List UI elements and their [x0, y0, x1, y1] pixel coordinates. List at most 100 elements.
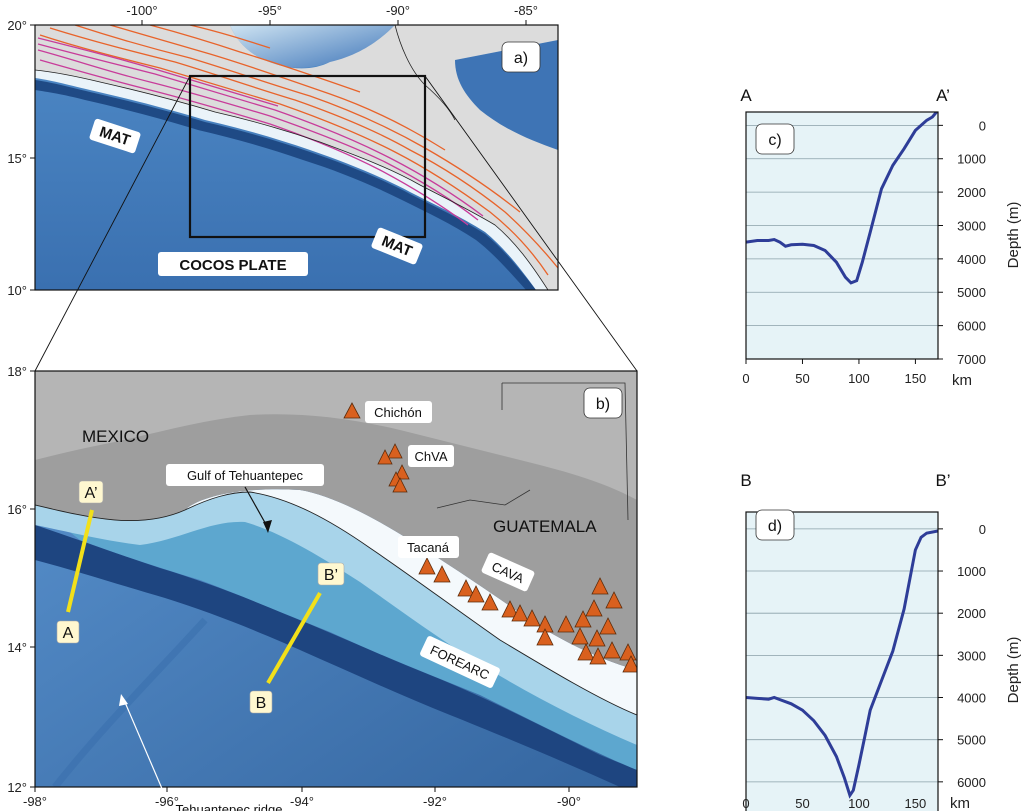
- profile-y-tick-label: 4000: [957, 252, 986, 267]
- profile-y-tick-label: 5000: [957, 285, 986, 300]
- profile-c: 0 1000 2000 3000 4000 5000 6000 7000 0 50 100 150 A…: [740, 86, 1022, 389]
- label-section-a-prime: A’: [78, 480, 104, 504]
- panel-a-mat-west-label: MAT: [89, 118, 141, 154]
- profile-y-tick-label: 2000: [957, 185, 986, 200]
- svg-text:Gulf of Tehuantepec: Gulf of Tehuantepec: [187, 468, 304, 483]
- label-chva: ChVA: [408, 445, 454, 467]
- profile-x-tick-label: 150: [905, 371, 927, 386]
- profile-y-tick-label: 3000: [957, 218, 986, 233]
- profile-y-tick-label: 7000: [957, 352, 986, 367]
- svg-text:A’: A’: [84, 485, 97, 502]
- profile-d-start-label: B: [740, 471, 751, 490]
- profile-c-tag: c): [755, 123, 795, 155]
- panel-b-x-tick: -98°: [23, 794, 47, 809]
- volcano-marker: [392, 477, 408, 493]
- label-chichon: Chichón: [365, 401, 432, 423]
- panel-b-x-tick: -96°: [155, 794, 179, 809]
- panel-b-y-tick: 12°: [7, 780, 27, 795]
- label-guatemala: GUATEMALA: [493, 517, 597, 536]
- profile-c-y-axis-label: Depth (m): [1005, 202, 1022, 269]
- svg-text:Tacaná: Tacaná: [407, 540, 450, 555]
- volcano-marker: [377, 449, 393, 465]
- svg-text:A: A: [63, 625, 74, 642]
- volcano-marker: [433, 565, 451, 583]
- volcano-marker: [591, 577, 609, 595]
- panel-a-inset-box: [188, 74, 427, 239]
- panel-a-x-tick: -85°: [514, 3, 538, 18]
- panel-a-y-tick: 10°: [7, 283, 27, 298]
- profile-y-tick-label: 6000: [957, 775, 986, 790]
- profile-d-y-axis-label: Depth (m): [1005, 637, 1022, 704]
- volcano-chichon: [343, 402, 361, 419]
- profile-y-tick-label: 2000: [957, 606, 986, 621]
- volcano-marker: [467, 585, 485, 603]
- profile-y-tick-label: 1000: [957, 152, 986, 167]
- panel-b-highlands: [35, 371, 637, 500]
- svg-text:Chichón: Chichón: [374, 405, 422, 420]
- volcano-marker: [605, 591, 623, 609]
- volcano-marker: [574, 610, 592, 628]
- profile-d-frame: [745, 511, 939, 811]
- profile-y-tick-label: 3000: [957, 648, 986, 663]
- volcano-marker: [511, 604, 529, 622]
- profile-y-tick-label: 5000: [957, 733, 986, 748]
- profile-d-end-label: B’: [935, 471, 950, 490]
- panel-b-trench: [35, 525, 637, 787]
- panel-b-axis-ticks: -98° -96° -94° -92° -90° 18° 16° 14° 12°: [7, 364, 581, 809]
- profile-x-tick-label: 100: [848, 371, 870, 386]
- profile-x-tick-label: 100: [848, 796, 870, 811]
- panel-a-y-tick: 15°: [7, 151, 27, 166]
- panel-a-map: [35, 25, 558, 290]
- panel-b-volcanoes: [343, 402, 637, 673]
- volcano-marker: [622, 655, 637, 673]
- profile-x-tick-label: 150: [905, 796, 927, 811]
- volcano-marker: [557, 615, 575, 633]
- volcano-marker: [585, 599, 603, 617]
- profile-y-tick-label: 6000: [957, 319, 986, 334]
- profile-c-x-axis-label: km: [952, 372, 972, 389]
- volcano-marker: [536, 628, 554, 646]
- svg-text:ChVA: ChVA: [415, 449, 448, 464]
- profile-c-ticks: 0 1000 2000 3000 4000 5000 6000 7000 0 50 100 150: [742, 118, 986, 386]
- profile-x-tick-label: 0: [742, 796, 749, 811]
- panel-a-tag: a): [501, 41, 541, 73]
- profile-c-end-label: A’: [936, 86, 950, 105]
- panel-a-y-tick: 20°: [7, 18, 27, 33]
- label-mexico: MEXICO: [82, 427, 149, 446]
- panel-b-arrows: [119, 486, 272, 799]
- panel-a-land: [35, 25, 558, 290]
- label-gulf: Gulf of Tehuantepec: [166, 464, 324, 486]
- panel-a-plate-label: COCOS PLATE: [158, 252, 308, 276]
- volcano-marker: [577, 643, 595, 661]
- panel-b-y-tick: 16°: [7, 502, 27, 517]
- volcano-marker: [589, 647, 607, 665]
- label-ridge: Tehuantepec ridge: [157, 798, 302, 811]
- volcano-marker: [603, 641, 621, 659]
- volcano-marker: [523, 609, 541, 627]
- panel-b-x-tick: -90°: [557, 794, 581, 809]
- profile-d-series-line: [746, 529, 938, 799]
- panel-a-x-tick: -100°: [126, 3, 157, 18]
- volcano-tacana: [418, 557, 436, 575]
- panel-a-x-tick: -90°: [386, 3, 410, 18]
- volcano-marker: [588, 629, 606, 647]
- panel-b-y-tick: 14°: [7, 640, 27, 655]
- profile-d-tag: d): [755, 509, 795, 541]
- panel-b-x-tick: -94°: [290, 794, 314, 809]
- svg-text:c): c): [768, 132, 781, 149]
- profile-x-tick-label: 50: [795, 796, 809, 811]
- inset-connector-lines: [34, 75, 638, 372]
- profile-c-gridlines: [746, 124, 938, 327]
- svg-text:B: B: [256, 695, 267, 712]
- svg-text:b): b): [596, 396, 610, 413]
- volcano-marker: [619, 643, 637, 661]
- panel-a-gulf-of-mexico: [230, 25, 395, 68]
- label-section-b-prime: B’: [317, 562, 345, 586]
- panel-b-slope: [35, 492, 637, 770]
- profile-y-tick-label: 0: [979, 522, 986, 537]
- profile-d-x-axis-label: km: [950, 795, 970, 811]
- label-tacana: Tacaná: [398, 536, 459, 558]
